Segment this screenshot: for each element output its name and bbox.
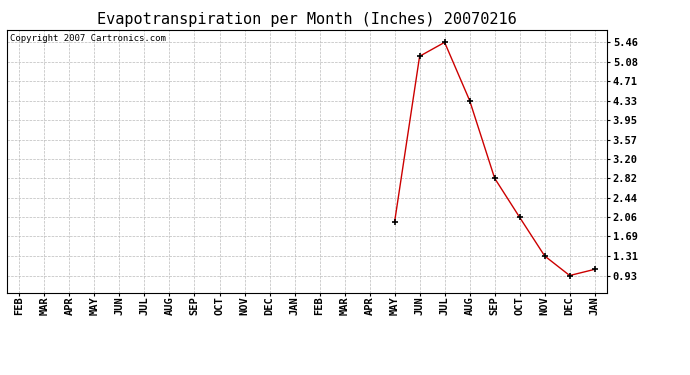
Title: Evapotranspiration per Month (Inches) 20070216: Evapotranspiration per Month (Inches) 20… bbox=[97, 12, 517, 27]
Text: Copyright 2007 Cartronics.com: Copyright 2007 Cartronics.com bbox=[10, 34, 166, 43]
